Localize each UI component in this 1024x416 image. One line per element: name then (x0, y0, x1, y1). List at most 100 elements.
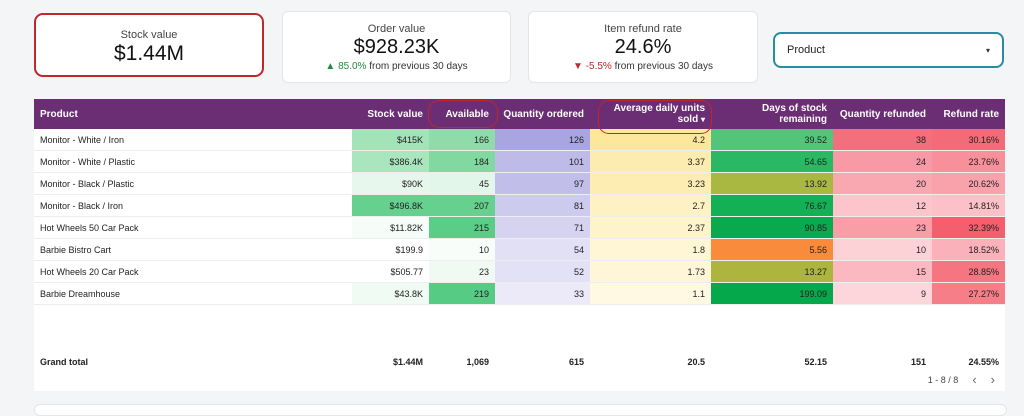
metric-cell: 5.56 (711, 238, 833, 261)
kpi-stock-value-card: Stock value $1.44M (34, 13, 264, 77)
kpi-change-value: -5.5% (585, 61, 612, 72)
metric-cell: 101 (495, 150, 590, 173)
metric-cell: 23.76% (932, 150, 1005, 173)
table-header-row: Product Stock value Available Quantity o… (34, 99, 1005, 129)
kpi-change: ▼ -5.5% from previous 30 days (529, 61, 757, 72)
table-row[interactable]: Monitor - White / Iron $415K 166 126 4.2 39.5… (34, 129, 1005, 151)
metric-cell: 14.81% (932, 194, 1005, 217)
metric-cell: 1.8 (590, 238, 711, 261)
kpi-label: Order value (367, 23, 426, 35)
metric-cell: 90.85 (711, 216, 833, 239)
metric-cell: 30.16% (932, 129, 1005, 151)
kpi-refund-rate-card: Item refund rate 24.6% ▼ -5.5% from prev… (528, 11, 758, 83)
metric-cell: 219 (429, 282, 495, 305)
grand-total-cell: 52.15 (804, 357, 827, 367)
metric-cell: $496.8K (352, 194, 429, 217)
metric-cell: 27.27% (932, 282, 1005, 305)
table-row[interactable]: Hot Wheels 20 Car Pack $505.77 23 52 1.73 13.… (34, 260, 1005, 283)
column-header-available[interactable]: Available (429, 99, 495, 129)
product-name-cell: Barbie Dreamhouse (34, 282, 352, 305)
metric-cell: $386.4K (352, 150, 429, 173)
metric-cell: 13.27 (711, 260, 833, 283)
kpi-value: $928.23K (353, 36, 440, 58)
metric-cell: 45 (429, 172, 495, 195)
metric-cell: 52 (495, 260, 590, 283)
product-table: Product Stock value Available Quantity o… (34, 99, 1005, 391)
kpi-change-suffix: from previous 30 days (369, 61, 468, 72)
grand-total-cell: 24.55% (968, 357, 999, 367)
empty-cell (34, 305, 1005, 352)
metric-cell: 3.23 (590, 172, 711, 195)
grand-total-cell: 615 (568, 357, 584, 367)
metric-cell: 207 (429, 194, 495, 217)
product-name-cell: Hot Wheels 50 Car Pack (34, 216, 352, 239)
product-name-cell: Hot Wheels 20 Car Pack (34, 260, 352, 283)
table-row[interactable]: Barbie Bistro Cart $199.9 10 54 1.8 5.56 10 18.… (34, 238, 1005, 261)
column-header-avg-daily-units-sold[interactable]: Average daily units sold ▾ (590, 99, 711, 129)
kpi-value: 24.6% (614, 36, 672, 58)
product-name-cell: Monitor - White / Plastic (34, 150, 352, 173)
kpi-value: $1.44M (113, 42, 185, 65)
metric-cell: 33 (495, 282, 590, 305)
grand-total-row: Grand total $1.44M 1,069 615 20.5 52.15 151 24.… (34, 351, 1005, 373)
metric-cell: 20 (833, 172, 932, 195)
product-filter-dropdown[interactable]: Product ▾ (773, 32, 1004, 68)
metric-cell: 1.73 (590, 260, 711, 283)
chevron-left-icon[interactable]: ‹ (972, 372, 977, 387)
table-row[interactable]: Monitor - Black / Iron $496.8K 207 81 2.7 76.… (34, 194, 1005, 217)
metric-cell: 18.52% (932, 238, 1005, 261)
product-filter-label: Product (787, 44, 825, 56)
grand-total-cell: 1,069 (466, 357, 489, 367)
metric-cell: 9 (833, 282, 932, 305)
trend-down-icon: ▼ (573, 61, 583, 72)
trend-up-icon: ▲ (325, 61, 336, 72)
metric-cell: 38 (833, 129, 932, 151)
metric-cell: 32.39% (932, 216, 1005, 239)
metric-cell: 23 (833, 216, 932, 239)
product-name-cell: Monitor - Black / Plastic (34, 172, 352, 195)
metric-cell: 71 (495, 216, 590, 239)
table-row[interactable]: Monitor - Black / Plastic $90K 45 97 3.23 13.… (34, 172, 1005, 195)
metric-cell: $43.8K (352, 282, 429, 305)
chevron-down-icon: ▾ (985, 45, 990, 55)
kpi-label: Stock value (120, 29, 178, 41)
product-name-cell: Monitor - White / Iron (34, 129, 352, 151)
metric-cell: 54 (495, 238, 590, 261)
metric-cell: 20.62% (932, 172, 1005, 195)
kpi-order-value-card: Order value $928.23K ▲ 85.0% from previo… (282, 11, 511, 83)
metric-cell: 215 (429, 216, 495, 239)
metric-cell: 13.92 (711, 172, 833, 195)
chevron-right-icon[interactable]: › (990, 372, 995, 387)
column-header-refund-rate[interactable]: Refund rate (932, 99, 1005, 129)
kpi-change-value: 85.0% (338, 61, 367, 72)
column-header-label: Average daily units sold (613, 103, 705, 125)
table-row[interactable]: Hot Wheels 50 Car Pack $11.82K 215 71 2.37 90… (34, 216, 1005, 239)
column-header-stock-value[interactable]: Stock value (352, 99, 429, 129)
grand-total-cell: $1.44M (392, 357, 423, 367)
metric-cell: 39.52 (711, 129, 833, 151)
metric-cell: 24 (833, 150, 932, 173)
metric-cell: 2.37 (590, 216, 711, 239)
metric-cell: $90K (352, 172, 429, 195)
metric-cell: 81 (495, 194, 590, 217)
metric-cell: 54.65 (711, 150, 833, 173)
metric-cell: 15 (833, 260, 932, 283)
pagination: 1 - 8 / 8 ‹ › (928, 372, 995, 387)
metric-cell: 3.37 (590, 150, 711, 173)
pagination-range: 1 - 8 / 8 (927, 374, 959, 385)
column-header-quantity-ordered[interactable]: Quantity ordered (495, 99, 590, 129)
metric-cell: 166 (429, 129, 495, 151)
table-row[interactable]: Monitor - White / Plastic $386.4K 184 101 3.… (34, 150, 1005, 173)
column-header-product[interactable]: Product (34, 99, 352, 129)
empty-row-space (34, 305, 1005, 352)
table-row[interactable]: Barbie Dreamhouse $43.8K 219 33 1.1 199.09 9 27… (34, 282, 1005, 305)
product-name-cell: Barbie Bistro Cart (34, 238, 352, 261)
grand-total-label: Grand total (40, 357, 89, 367)
metric-cell: 97 (495, 172, 590, 195)
metric-cell: 10 (833, 238, 932, 261)
sort-desc-icon: ▾ (700, 115, 705, 124)
column-header-quantity-refunded[interactable]: Quantity refunded (833, 99, 932, 129)
metric-cell: 23 (429, 260, 495, 283)
column-header-days-of-stock[interactable]: Days of stock remaining (711, 99, 833, 129)
metric-cell: 1.1 (590, 282, 711, 305)
